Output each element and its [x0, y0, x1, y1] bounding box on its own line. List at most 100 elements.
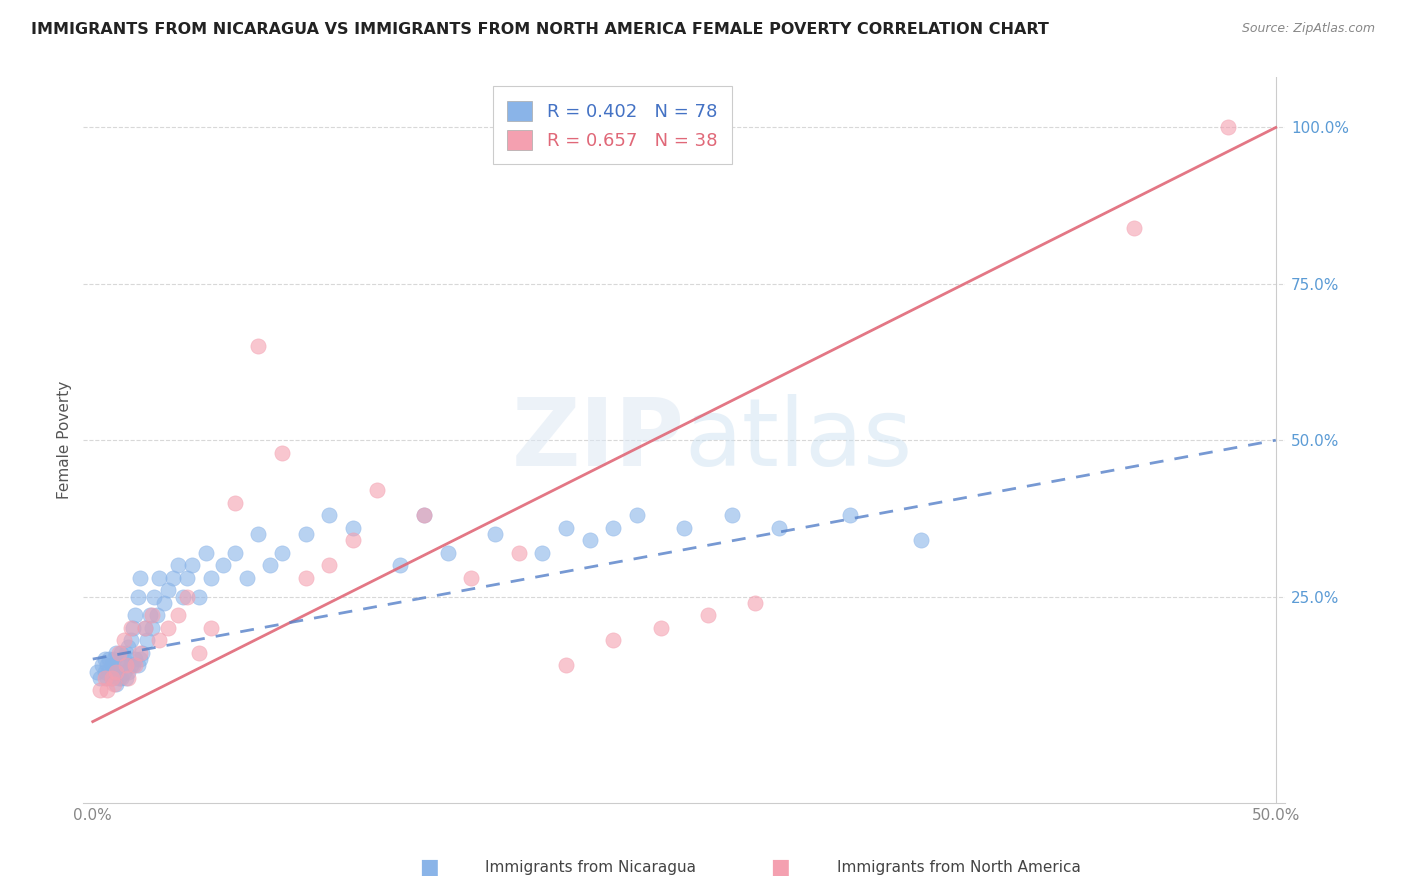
Point	[115, 658, 138, 673]
Point	[93, 671, 115, 685]
Point	[602, 633, 624, 648]
Point	[110, 646, 132, 660]
Point	[188, 590, 211, 604]
Point	[200, 571, 222, 585]
Point	[131, 646, 153, 660]
Text: IMMIGRANTS FROM NICARAGUA VS IMMIGRANTS FROM NORTH AMERICA FEMALE POVERTY CORREL: IMMIGRANTS FROM NICARAGUA VS IMMIGRANTS …	[31, 22, 1049, 37]
Point	[235, 571, 257, 585]
Point	[105, 665, 128, 679]
Point	[212, 558, 235, 573]
Point	[96, 683, 118, 698]
Point	[134, 621, 156, 635]
Text: atlas: atlas	[685, 394, 912, 486]
Point	[110, 658, 132, 673]
Point	[96, 658, 118, 673]
Point	[555, 658, 578, 673]
Point	[141, 608, 163, 623]
Point	[124, 652, 146, 666]
Point	[720, 508, 742, 523]
Point	[271, 446, 294, 460]
Point	[93, 665, 115, 679]
Point	[176, 590, 198, 604]
Point	[602, 521, 624, 535]
Point	[162, 571, 184, 585]
Point	[105, 646, 128, 660]
Point	[650, 621, 672, 635]
Point	[1122, 220, 1144, 235]
Point	[124, 608, 146, 623]
Point	[555, 521, 578, 535]
Point	[91, 658, 114, 673]
Point	[838, 508, 860, 523]
Text: Source: ZipAtlas.com: Source: ZipAtlas.com	[1241, 22, 1375, 36]
Point	[115, 671, 138, 685]
Point	[626, 508, 648, 523]
Point	[129, 571, 152, 585]
Point	[86, 665, 108, 679]
Point	[744, 596, 766, 610]
Point	[145, 608, 167, 623]
Point	[413, 508, 436, 523]
Point	[141, 621, 163, 635]
Point	[157, 621, 180, 635]
Point	[460, 571, 482, 585]
Point	[117, 665, 139, 679]
Text: ZIP: ZIP	[512, 394, 685, 486]
Point	[127, 658, 149, 673]
Point	[342, 521, 364, 535]
Point	[98, 652, 121, 666]
Point	[910, 533, 932, 548]
Point	[224, 546, 246, 560]
Legend: R = 0.402   N = 78, R = 0.657   N = 38: R = 0.402 N = 78, R = 0.657 N = 38	[492, 87, 731, 164]
Point	[143, 590, 166, 604]
Point	[167, 608, 190, 623]
Point	[138, 608, 160, 623]
Point	[117, 671, 139, 685]
Point	[110, 671, 132, 685]
Text: Immigrants from Nicaragua: Immigrants from Nicaragua	[485, 860, 696, 874]
Point	[105, 677, 128, 691]
Point	[96, 671, 118, 685]
Point	[366, 483, 388, 498]
Point	[107, 658, 129, 673]
Point	[100, 671, 122, 685]
Point	[768, 521, 790, 535]
Point	[294, 571, 316, 585]
Point	[120, 621, 142, 635]
Point	[152, 596, 174, 610]
Point	[115, 646, 138, 660]
Text: ■: ■	[770, 857, 790, 877]
Point	[98, 665, 121, 679]
Point	[89, 671, 111, 685]
Point	[389, 558, 412, 573]
Point	[195, 546, 218, 560]
Point	[318, 558, 340, 573]
Point	[484, 527, 506, 541]
Point	[100, 671, 122, 685]
Point	[129, 652, 152, 666]
Point	[120, 633, 142, 648]
Point	[318, 508, 340, 523]
Point	[112, 665, 135, 679]
Point	[93, 652, 115, 666]
Point	[578, 533, 600, 548]
Point	[157, 583, 180, 598]
Point	[413, 508, 436, 523]
Point	[122, 658, 145, 673]
Point	[200, 621, 222, 635]
Y-axis label: Female Poverty: Female Poverty	[58, 381, 72, 500]
Point	[103, 652, 125, 666]
Point	[148, 571, 170, 585]
Point	[247, 339, 270, 353]
Point	[1218, 120, 1240, 135]
Point	[103, 677, 125, 691]
Point	[167, 558, 190, 573]
Point	[107, 646, 129, 660]
Point	[134, 621, 156, 635]
Point	[124, 658, 146, 673]
Point	[117, 640, 139, 654]
Point	[122, 621, 145, 635]
Point	[531, 546, 554, 560]
Point	[136, 633, 159, 648]
Point	[103, 665, 125, 679]
